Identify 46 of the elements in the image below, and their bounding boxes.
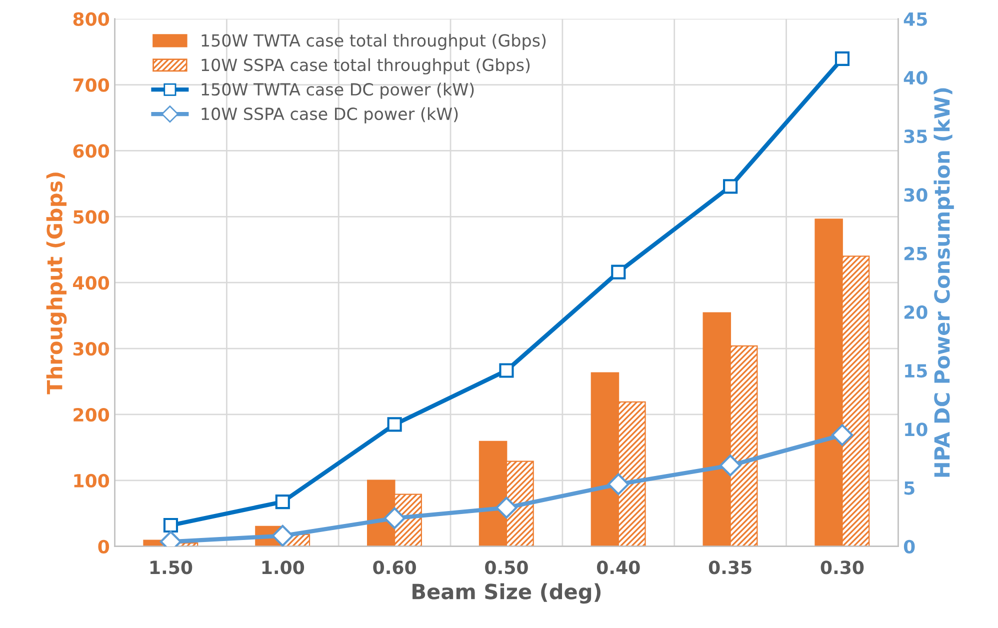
- x-tick-label: 1.50: [150, 560, 192, 574]
- point: [723, 179, 738, 194]
- y-tick-label: 700: [73, 78, 110, 92]
- y2-axis-title: HPA DC Power Consumption (kW): [934, 88, 954, 477]
- point: [387, 417, 402, 432]
- y-tick-label: 400: [73, 276, 110, 290]
- point: [272, 524, 294, 546]
- point: [834, 51, 850, 66]
- y2-tick-label: 5: [904, 481, 914, 495]
- y2-tick-label: 0: [904, 540, 915, 554]
- y-tick-label: 300: [73, 342, 110, 356]
- y-tick-label: 0: [98, 540, 110, 554]
- y2-tick-label: 10: [905, 422, 928, 436]
- point: [608, 473, 630, 496]
- y2-tick-label: 25: [904, 246, 927, 260]
- y2-tick-label: 45: [904, 12, 927, 26]
- legend-label: 10W SSPA case total throughput (Gbps): [202, 58, 530, 74]
- y-tick-label: 100: [74, 474, 110, 488]
- x-tick-label: 0.30: [820, 560, 864, 574]
- y-tick-label: 200: [74, 408, 110, 422]
- point: [611, 264, 626, 280]
- point: [719, 454, 742, 476]
- y2-tick-label: 20: [904, 305, 928, 320]
- y2-tick-label: 40: [904, 70, 928, 85]
- y2-tick-label: 30: [904, 188, 928, 202]
- x-tick-label: 1.00: [262, 560, 304, 574]
- point: [831, 424, 854, 446]
- y2-tick-label: 35: [904, 130, 927, 144]
- point: [275, 494, 290, 510]
- y-axis-title: Throughput (Gbps): [46, 172, 67, 394]
- legend-label: 10W SSPA case DC power (kW): [202, 107, 458, 124]
- legend-label: 150W TWTA case DC power (kW): [202, 82, 474, 99]
- x-tick-label: 0.50: [485, 560, 528, 574]
- x-tick-label: 0.60: [373, 560, 416, 574]
- point: [163, 518, 178, 533]
- point: [499, 363, 514, 378]
- y-tick-label: 500: [74, 210, 110, 224]
- y2-tick-label: 15: [905, 364, 927, 378]
- y-tick-label: 600: [73, 144, 110, 158]
- legend-label: 150W TWTA case total throughput (Gbps): [202, 34, 546, 50]
- point: [496, 496, 518, 519]
- x-axis-title: Beam Size (deg): [412, 583, 601, 604]
- y-tick-label: 800: [73, 12, 110, 26]
- x-tick-label: 0.35: [708, 560, 752, 574]
- x-tick-label: 0.40: [596, 560, 640, 574]
- point: [384, 507, 406, 530]
